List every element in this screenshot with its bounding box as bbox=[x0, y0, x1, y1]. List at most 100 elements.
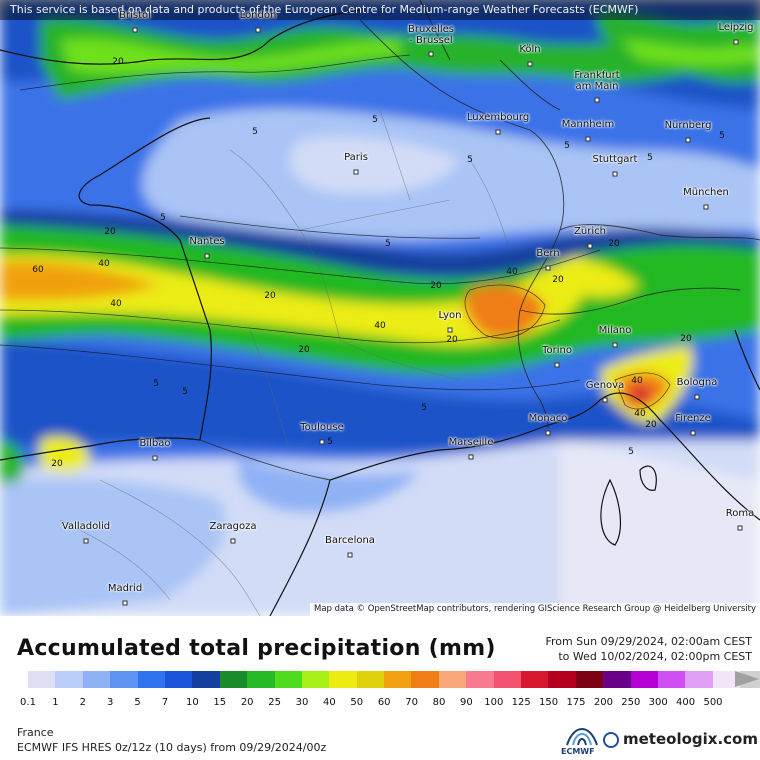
scale-swatch bbox=[274, 671, 302, 688]
city-label[interactable]: London bbox=[239, 10, 277, 21]
precipitation-map[interactable]: This service is based on data and produc… bbox=[0, 0, 760, 616]
scale-tick: 5 bbox=[134, 697, 141, 708]
city-label[interactable]: Lyon bbox=[438, 310, 462, 321]
legend-panel bbox=[0, 616, 760, 760]
scale-swatch bbox=[438, 671, 467, 688]
city-label[interactable]: Zürich bbox=[574, 226, 606, 237]
contour-value: 20 bbox=[51, 459, 63, 469]
city-label[interactable]: Firenze bbox=[675, 413, 711, 424]
scale-swatch bbox=[247, 671, 275, 688]
city-marker bbox=[353, 169, 359, 175]
city-label[interactable]: Bern bbox=[536, 248, 560, 259]
city-marker bbox=[347, 552, 353, 558]
scale-tick: 40 bbox=[323, 697, 336, 708]
scale-tick-labels: 0.1 1 2 3 5 7 10 15 20 25 30 40 50 60 70 80 90 100 125 150 1… bbox=[14, 697, 754, 711]
contour-value: 20 bbox=[298, 345, 310, 355]
city-marker bbox=[83, 538, 89, 544]
contour-value: 5 bbox=[385, 239, 391, 249]
city-label[interactable]: München bbox=[683, 187, 729, 198]
city-label[interactable]: Toulouse bbox=[300, 422, 344, 433]
contour-value: 5 bbox=[564, 141, 570, 151]
city-marker bbox=[612, 171, 618, 177]
scale-tick: 150 bbox=[539, 697, 559, 708]
city-label[interactable]: Marseille bbox=[448, 437, 494, 448]
city-marker bbox=[319, 439, 325, 445]
city-label[interactable]: Bruxelles - Brussel bbox=[408, 24, 454, 46]
scale-swatch bbox=[55, 671, 83, 688]
city-marker bbox=[527, 61, 533, 67]
city-marker bbox=[545, 430, 551, 436]
scale-tick: 80 bbox=[432, 697, 446, 708]
city-label[interactable]: Madrid bbox=[107, 583, 143, 594]
city-marker bbox=[694, 394, 700, 400]
city-marker bbox=[733, 39, 739, 45]
city-marker bbox=[122, 600, 128, 606]
contour-value: 20 bbox=[680, 334, 692, 344]
scale-swatch bbox=[28, 671, 56, 688]
contour-value: 20 bbox=[552, 275, 564, 285]
city-label[interactable]: Luxembourg bbox=[466, 112, 530, 123]
city-label[interactable]: Valladolid bbox=[61, 521, 111, 532]
contour-value: 5 bbox=[467, 155, 473, 165]
scale-swatch bbox=[657, 671, 686, 688]
city-label[interactable]: Roma bbox=[725, 508, 755, 519]
meteologix-logo-icon bbox=[603, 732, 619, 748]
city-label[interactable]: Torino bbox=[542, 345, 572, 356]
contour-value: 20 bbox=[112, 57, 124, 67]
city-label[interactable]: Mannheim bbox=[561, 119, 615, 130]
city-marker bbox=[737, 525, 743, 531]
contour-value: 5 bbox=[160, 213, 166, 223]
city-marker bbox=[428, 51, 434, 57]
city-label[interactable]: Nantes bbox=[189, 236, 225, 247]
city-label[interactable]: Leipzig bbox=[718, 22, 754, 33]
city-marker bbox=[703, 204, 709, 210]
contour-value: 5 bbox=[327, 437, 333, 447]
scale-tick: 400 bbox=[676, 697, 696, 708]
scale-swatch bbox=[548, 671, 576, 688]
contour-value: 20 bbox=[446, 335, 458, 345]
city-label[interactable]: Zaragoza bbox=[209, 521, 257, 532]
city-label[interactable]: Milano bbox=[598, 325, 632, 336]
scale-tick: 100 bbox=[484, 697, 504, 708]
scale-under-arrow bbox=[4, 671, 28, 687]
scale-tick: 70 bbox=[405, 697, 418, 708]
city-label[interactable]: Paris bbox=[344, 152, 368, 163]
meteologix-brand[interactable]: meteologix.com bbox=[623, 730, 758, 748]
city-label[interactable]: Frankfurt am Main bbox=[574, 70, 620, 92]
city-label[interactable]: Barcelona bbox=[325, 535, 375, 546]
ecmwf-logo-text: ECMWF bbox=[561, 747, 595, 756]
scale-swatch bbox=[685, 671, 713, 688]
city-marker bbox=[447, 327, 453, 333]
contour-value: 5 bbox=[182, 387, 188, 397]
contour-value: 5 bbox=[628, 447, 634, 457]
contour-value: 60 bbox=[32, 265, 44, 275]
city-label[interactable]: Bologna bbox=[676, 377, 718, 388]
scale-swatch bbox=[137, 671, 165, 688]
map-attribution[interactable]: Map data © OpenStreetMap contributors, r… bbox=[310, 603, 760, 616]
scale-swatch bbox=[329, 671, 357, 688]
contour-value: 20 bbox=[430, 281, 442, 291]
scale-swatch bbox=[384, 671, 412, 688]
city-marker bbox=[204, 253, 210, 259]
contour-value: 5 bbox=[153, 379, 159, 389]
city-label[interactable]: Köln bbox=[519, 44, 541, 55]
city-marker bbox=[495, 129, 501, 135]
scale-tick: 50 bbox=[350, 697, 364, 708]
contour-value: 20 bbox=[104, 227, 116, 237]
city-marker bbox=[587, 243, 593, 249]
city-marker bbox=[612, 342, 618, 348]
scale-tick: 30 bbox=[295, 697, 309, 708]
city-label[interactable]: Stuttgart bbox=[592, 154, 638, 165]
city-label[interactable]: Nürnberg bbox=[664, 120, 712, 131]
city-marker bbox=[602, 397, 608, 403]
map-canvas bbox=[0, 0, 760, 616]
city-label[interactable]: Bilbao bbox=[139, 438, 171, 449]
city-marker bbox=[132, 27, 138, 33]
city-label[interactable]: Genova bbox=[585, 380, 625, 391]
city-label[interactable]: Monaco bbox=[528, 413, 568, 424]
contour-value: 5 bbox=[252, 127, 258, 137]
city-marker bbox=[690, 430, 696, 436]
city-marker bbox=[685, 137, 691, 143]
city-label[interactable]: Bristol bbox=[119, 10, 151, 21]
scale-swatch bbox=[411, 671, 439, 688]
